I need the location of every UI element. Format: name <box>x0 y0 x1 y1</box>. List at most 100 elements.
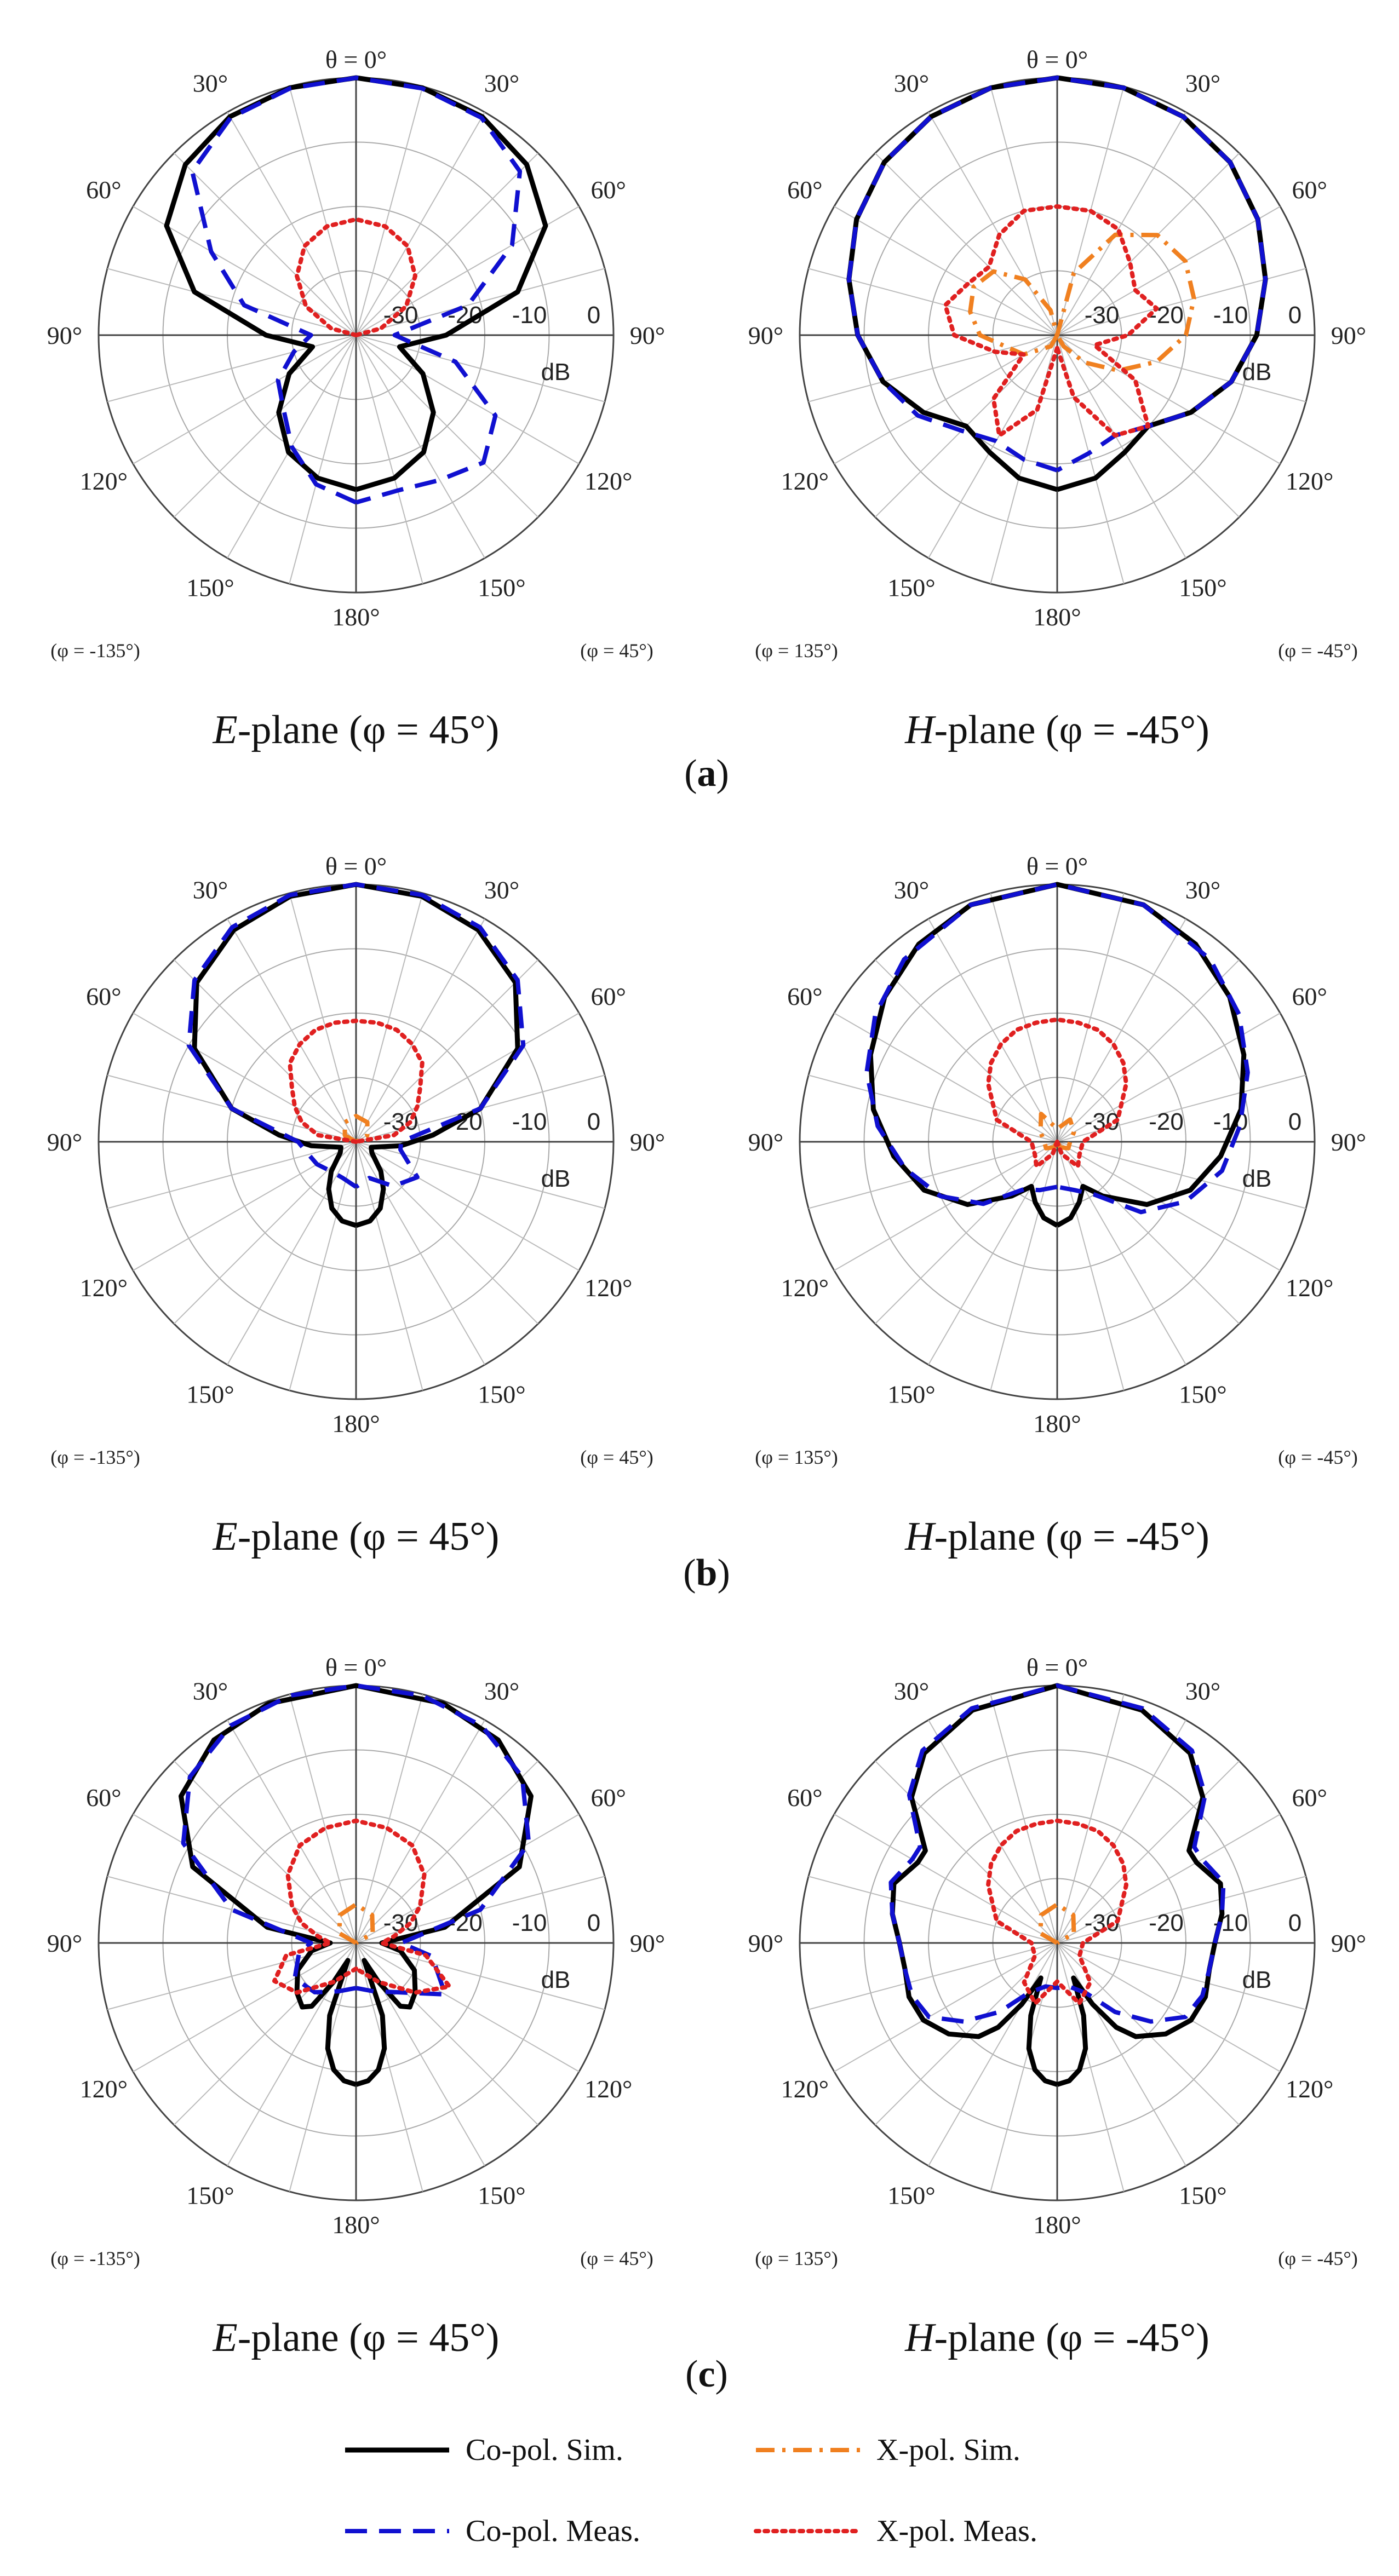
legend-item-x-pol-sim: X-pol. Sim. <box>756 2433 1020 2467</box>
grid-spoke <box>227 112 357 336</box>
theta-right-label: 30° <box>484 876 519 904</box>
theta-left-label: 90° <box>47 1929 82 1957</box>
grid-spoke <box>289 335 357 584</box>
caption-plane-letter: H <box>904 1514 936 1559</box>
grid-spoke <box>808 1876 1058 1944</box>
grid-spoke <box>1057 1141 1125 1391</box>
grid-spoke <box>990 893 1058 1142</box>
grid-spoke <box>834 1942 1058 2072</box>
theta-left-label: 30° <box>894 69 929 97</box>
grid-spoke <box>289 1694 357 1944</box>
legend: Co-pol. Sim. X-pol. Sim. Co-pol. Meas. X-po… <box>345 2433 1037 2548</box>
grid-spoke <box>356 335 580 464</box>
theta-right-label: 120° <box>584 2075 632 2103</box>
caption-plane-letter: E <box>213 2315 238 2360</box>
caption-text: -plane (φ = -45°) <box>934 708 1209 752</box>
theta-bottom-label: 180° <box>1033 603 1081 631</box>
theta-left-label: 30° <box>193 1677 228 1705</box>
series-co-pol-sim <box>868 882 1247 1228</box>
grid-spoke <box>928 1141 1058 1365</box>
grid-spoke <box>874 1141 1058 1325</box>
grid-spoke <box>874 152 1058 336</box>
grid-spoke <box>356 1720 485 1944</box>
grid-spoke <box>1057 152 1240 336</box>
grid-spoke <box>173 1141 357 1325</box>
theta-left-label: 90° <box>748 1128 783 1156</box>
theta-left-label: 120° <box>80 2075 128 2103</box>
grid-spoke <box>107 268 357 336</box>
caption-text: -plane (φ = 45°) <box>238 708 500 752</box>
series-co-pol-meas <box>888 1683 1226 2024</box>
grid-spoke <box>834 1013 1058 1142</box>
grid-spoke <box>1057 1141 1240 1325</box>
series-x-pol-sim <box>1038 1112 1076 1151</box>
series-x-pol-meas <box>272 1818 452 1995</box>
theta-top-label: θ = 0° <box>1027 45 1088 73</box>
theta-right-label: 90° <box>1331 1929 1366 1957</box>
legend-item-co-pol-sim: Co-pol. Sim. <box>345 2433 623 2467</box>
theta-right-label: 150° <box>1179 1381 1226 1408</box>
caption-text: -plane (φ = 45°) <box>238 2315 500 2360</box>
phi-right-label: (φ = 45°) <box>580 640 653 662</box>
theta-left-label: 30° <box>894 1677 929 1705</box>
theta-right-label: 60° <box>1292 176 1327 204</box>
radial-tick-label: -10 <box>1213 302 1248 329</box>
grid-spoke <box>1057 1760 1240 1944</box>
plot-caption: H-plane (φ = -45°) <box>904 2315 1209 2360</box>
phi-left-label: (φ = 135°) <box>755 640 838 662</box>
caption-text: -plane (φ = 45°) <box>238 1514 500 1559</box>
series-co-pol-meas <box>864 882 1250 1215</box>
grid-spoke <box>1057 335 1281 464</box>
theta-right-label: 60° <box>591 982 626 1010</box>
radial-tick-label: 0 <box>587 1108 600 1135</box>
grid-spoke <box>356 1694 423 1944</box>
grid-spoke <box>356 1141 423 1391</box>
radial-tick-label: 0 <box>587 302 600 329</box>
theta-bottom-label: 180° <box>1033 1410 1081 1438</box>
theta-left-label: 30° <box>193 69 228 97</box>
theta-right-label: 60° <box>591 1784 626 1812</box>
series-x-pol-sim <box>968 232 1196 373</box>
grid-spoke <box>1057 1942 1125 2192</box>
grid-spoke <box>1057 959 1240 1142</box>
grid-spoke <box>107 1141 357 1209</box>
grid-spoke <box>1057 206 1281 336</box>
theta-right-label: 30° <box>1185 1677 1220 1705</box>
plot-caption: H-plane (φ = -45°) <box>904 708 1209 752</box>
grid-spoke <box>990 1141 1058 1391</box>
phi-left-label: (φ = 135°) <box>755 2247 838 2269</box>
grid-spoke <box>173 152 357 336</box>
theta-top-label: θ = 0° <box>1027 1653 1088 1681</box>
grid-spoke <box>173 1760 357 1944</box>
grid-spoke <box>227 918 357 1142</box>
radial-tick-label: -10 <box>512 1108 547 1135</box>
series-x-pol-meas <box>288 1019 425 1144</box>
caption-text: -plane (φ = -45°) <box>934 1514 1209 1559</box>
grid-spoke <box>1057 918 1186 1142</box>
grid-spoke <box>356 1942 580 2072</box>
radial-tick-label: -30 <box>383 302 418 329</box>
grid-spoke <box>107 1876 357 1944</box>
theta-left-label: 150° <box>186 2182 234 2210</box>
radial-tick-label: 0 <box>1288 302 1301 329</box>
phi-left-label: (φ = -135°) <box>50 640 140 662</box>
grid-spoke <box>928 1720 1058 1944</box>
grid-spoke <box>1057 1141 1306 1209</box>
theta-left-label: 60° <box>86 176 121 204</box>
grid-spoke <box>834 1141 1058 1271</box>
grid-spoke <box>173 335 357 518</box>
theta-left-label: 30° <box>894 876 929 904</box>
radial-tick-label: -10 <box>512 302 547 329</box>
grid-spoke <box>289 893 357 1142</box>
grid-spoke <box>356 335 423 584</box>
theta-right-label: 30° <box>1185 69 1220 97</box>
grid-spoke <box>133 206 357 336</box>
grid-spoke <box>808 1942 1058 2010</box>
theta-top-label: θ = 0° <box>325 852 387 880</box>
theta-left-label: 150° <box>186 574 234 602</box>
theta-top-label: θ = 0° <box>1027 852 1088 880</box>
legend-label: X-pol. Meas. <box>876 2514 1037 2548</box>
grid-spoke <box>227 1141 357 1365</box>
radial-unit-label: dB <box>541 1967 571 1993</box>
